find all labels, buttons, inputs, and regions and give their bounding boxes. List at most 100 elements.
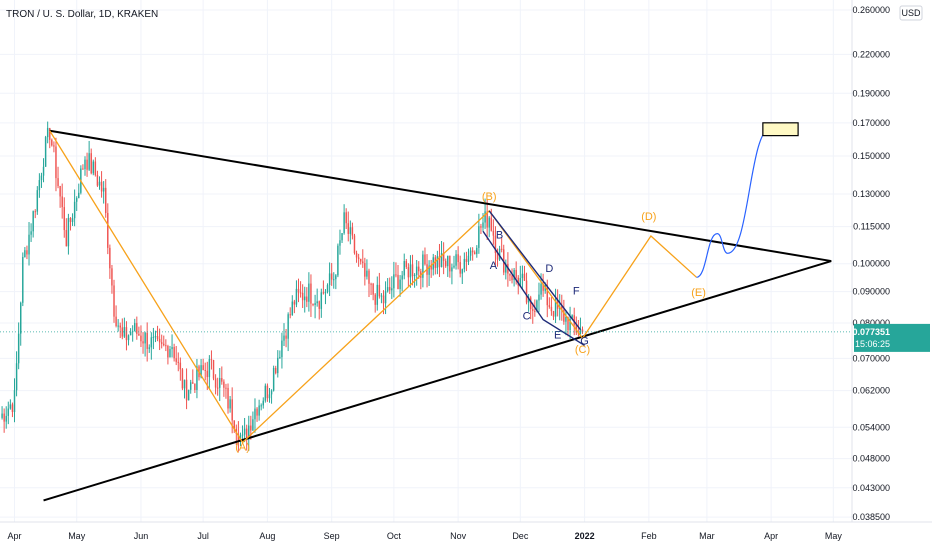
candle-body	[185, 379, 188, 401]
time-tick-label: Aug	[259, 531, 275, 541]
candle-body	[26, 250, 28, 255]
time-axis[interactable]: Apr May Jun Jul Aug Sep Oct Nov Dec 2022 Feb Mar Apr…	[0, 521, 932, 541]
candle-body	[440, 253, 443, 268]
candle-body	[107, 212, 109, 248]
candle-body	[181, 369, 184, 389]
candle-body	[393, 274, 395, 289]
candles	[1, 121, 584, 452]
wave-label: C	[523, 311, 531, 323]
candle-body	[498, 248, 501, 260]
candle-body	[171, 347, 173, 350]
candle-body	[339, 240, 341, 246]
candle-body	[322, 292, 325, 294]
candle-body	[513, 269, 515, 281]
candle-body	[436, 256, 439, 268]
time-tick-label: Dec	[512, 531, 529, 541]
candle-body	[287, 314, 289, 339]
candle-body	[418, 266, 420, 272]
candle-body	[561, 306, 563, 310]
candle-body	[272, 367, 275, 391]
candle-body	[154, 336, 157, 338]
candle-body	[380, 295, 383, 297]
candle-body	[134, 323, 136, 332]
candle-body	[527, 297, 530, 303]
candle-body	[210, 359, 213, 361]
candle-body	[345, 212, 347, 224]
wave-label: G	[580, 335, 589, 347]
time-tick-label: Nov	[450, 531, 467, 541]
candle-body	[496, 253, 499, 260]
candle-body	[127, 335, 130, 341]
current-price-badge	[854, 323, 930, 352]
candle-body	[274, 367, 277, 374]
candle-body	[248, 425, 250, 440]
candle-body	[150, 337, 153, 348]
candle-body	[179, 362, 182, 370]
candle-body	[115, 316, 117, 326]
candle-body	[44, 137, 47, 167]
time-tick-label: Jul	[197, 531, 209, 541]
candle-body	[129, 331, 132, 336]
candle-body	[61, 196, 63, 208]
candle-body	[341, 233, 343, 241]
candle-body	[260, 405, 262, 407]
price-axis[interactable]: 0.260000 0.220000 0.190000 0.170000 0.150000…	[851, 0, 932, 550]
candle-body	[351, 227, 354, 236]
candle-body	[517, 277, 519, 286]
candle-body	[428, 265, 430, 275]
candle-body	[538, 294, 540, 301]
wave-label: B	[496, 229, 503, 241]
candle-body	[476, 247, 478, 255]
candle-body	[219, 378, 221, 388]
candle-body	[212, 360, 215, 379]
time-tick-label: 2022	[575, 531, 595, 541]
candle-body	[301, 292, 304, 301]
candle-body	[465, 258, 468, 262]
candle-body	[177, 361, 180, 363]
candle-body	[109, 247, 111, 269]
candle-body	[231, 399, 233, 421]
price-tick-label: 0.048000	[852, 454, 890, 464]
wave-label: D	[545, 263, 553, 275]
candle-body	[366, 270, 368, 277]
candle-body	[194, 383, 196, 390]
candle-body	[90, 153, 92, 174]
candle-body	[430, 265, 432, 270]
candle-body	[173, 347, 175, 359]
candle-body	[388, 287, 391, 291]
candle-body	[291, 301, 294, 315]
candle-body	[243, 428, 246, 435]
candle-body	[540, 283, 542, 295]
candle-body	[297, 288, 300, 293]
candle-body	[245, 428, 248, 440]
wave-label: (D)	[641, 211, 656, 223]
wave-path	[49, 130, 697, 444]
candle-body	[382, 295, 385, 304]
candle-body	[357, 257, 360, 259]
candle-body	[411, 264, 414, 277]
candle-body	[519, 278, 522, 286]
candle-body	[523, 273, 526, 281]
subwave-line	[482, 230, 585, 347]
candle-body	[467, 255, 470, 262]
candle-body	[20, 302, 22, 334]
chart-title: TRON / U. S. Dollar, 1D, KRAKEN	[6, 9, 158, 20]
candle-body	[310, 283, 312, 304]
candle-body	[447, 255, 449, 267]
time-tick-label: May	[825, 531, 843, 541]
candle-body	[505, 263, 507, 273]
candle-body	[407, 267, 410, 278]
candle-body	[196, 366, 198, 390]
price-tick-label: 0.062000	[852, 386, 890, 396]
candle-body	[266, 385, 269, 399]
candle-body	[208, 359, 211, 378]
countdown-label: 15:06:25	[855, 339, 890, 349]
candle-body	[169, 349, 171, 358]
candle-body	[204, 369, 206, 371]
candle-body	[579, 329, 582, 334]
candle-body	[9, 404, 12, 409]
candle-body	[138, 333, 140, 336]
candle-body	[183, 379, 186, 389]
candle-body	[490, 217, 493, 231]
